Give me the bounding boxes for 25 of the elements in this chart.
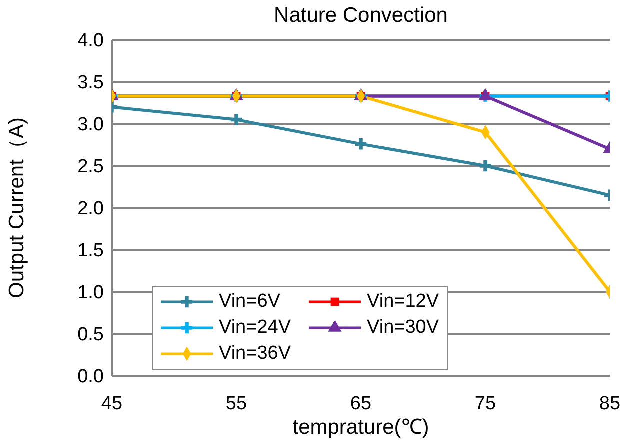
y-tick-label: 1.0 [78,282,104,304]
y-tick-label: 2.0 [78,198,104,220]
x-tick-label: 75 [474,393,496,414]
x-tick-label: 45 [101,393,123,414]
y-tick-label: 0.0 [78,366,104,388]
x-tick-label: 85 [599,393,621,414]
legend-label: Vin=6V [219,291,280,313]
y-tick-label: 2.5 [78,156,104,178]
legend-label: Vin=12V [367,291,440,313]
y-axis-title: Output Current（A) [5,118,28,298]
x-tick-label: 55 [226,393,248,414]
x-axis-title: temprature(℃) [292,416,430,439]
point [230,114,242,126]
chart-title: Nature Convection [273,4,449,28]
legend-label: Vin=24V [219,317,292,339]
y-tick-label: 0.5 [78,324,104,346]
y-tick-label: 3.0 [78,114,104,136]
legend-label: Vin=30V [367,317,440,339]
y-tick-label: 1.5 [78,240,104,262]
legend-label: Vin=36V [219,343,292,365]
y-tick-label: 4.0 [78,30,104,52]
point [480,160,492,172]
point [355,138,367,150]
y-tick-label: 3.5 [78,72,104,94]
x-tick-label: 65 [350,393,372,414]
